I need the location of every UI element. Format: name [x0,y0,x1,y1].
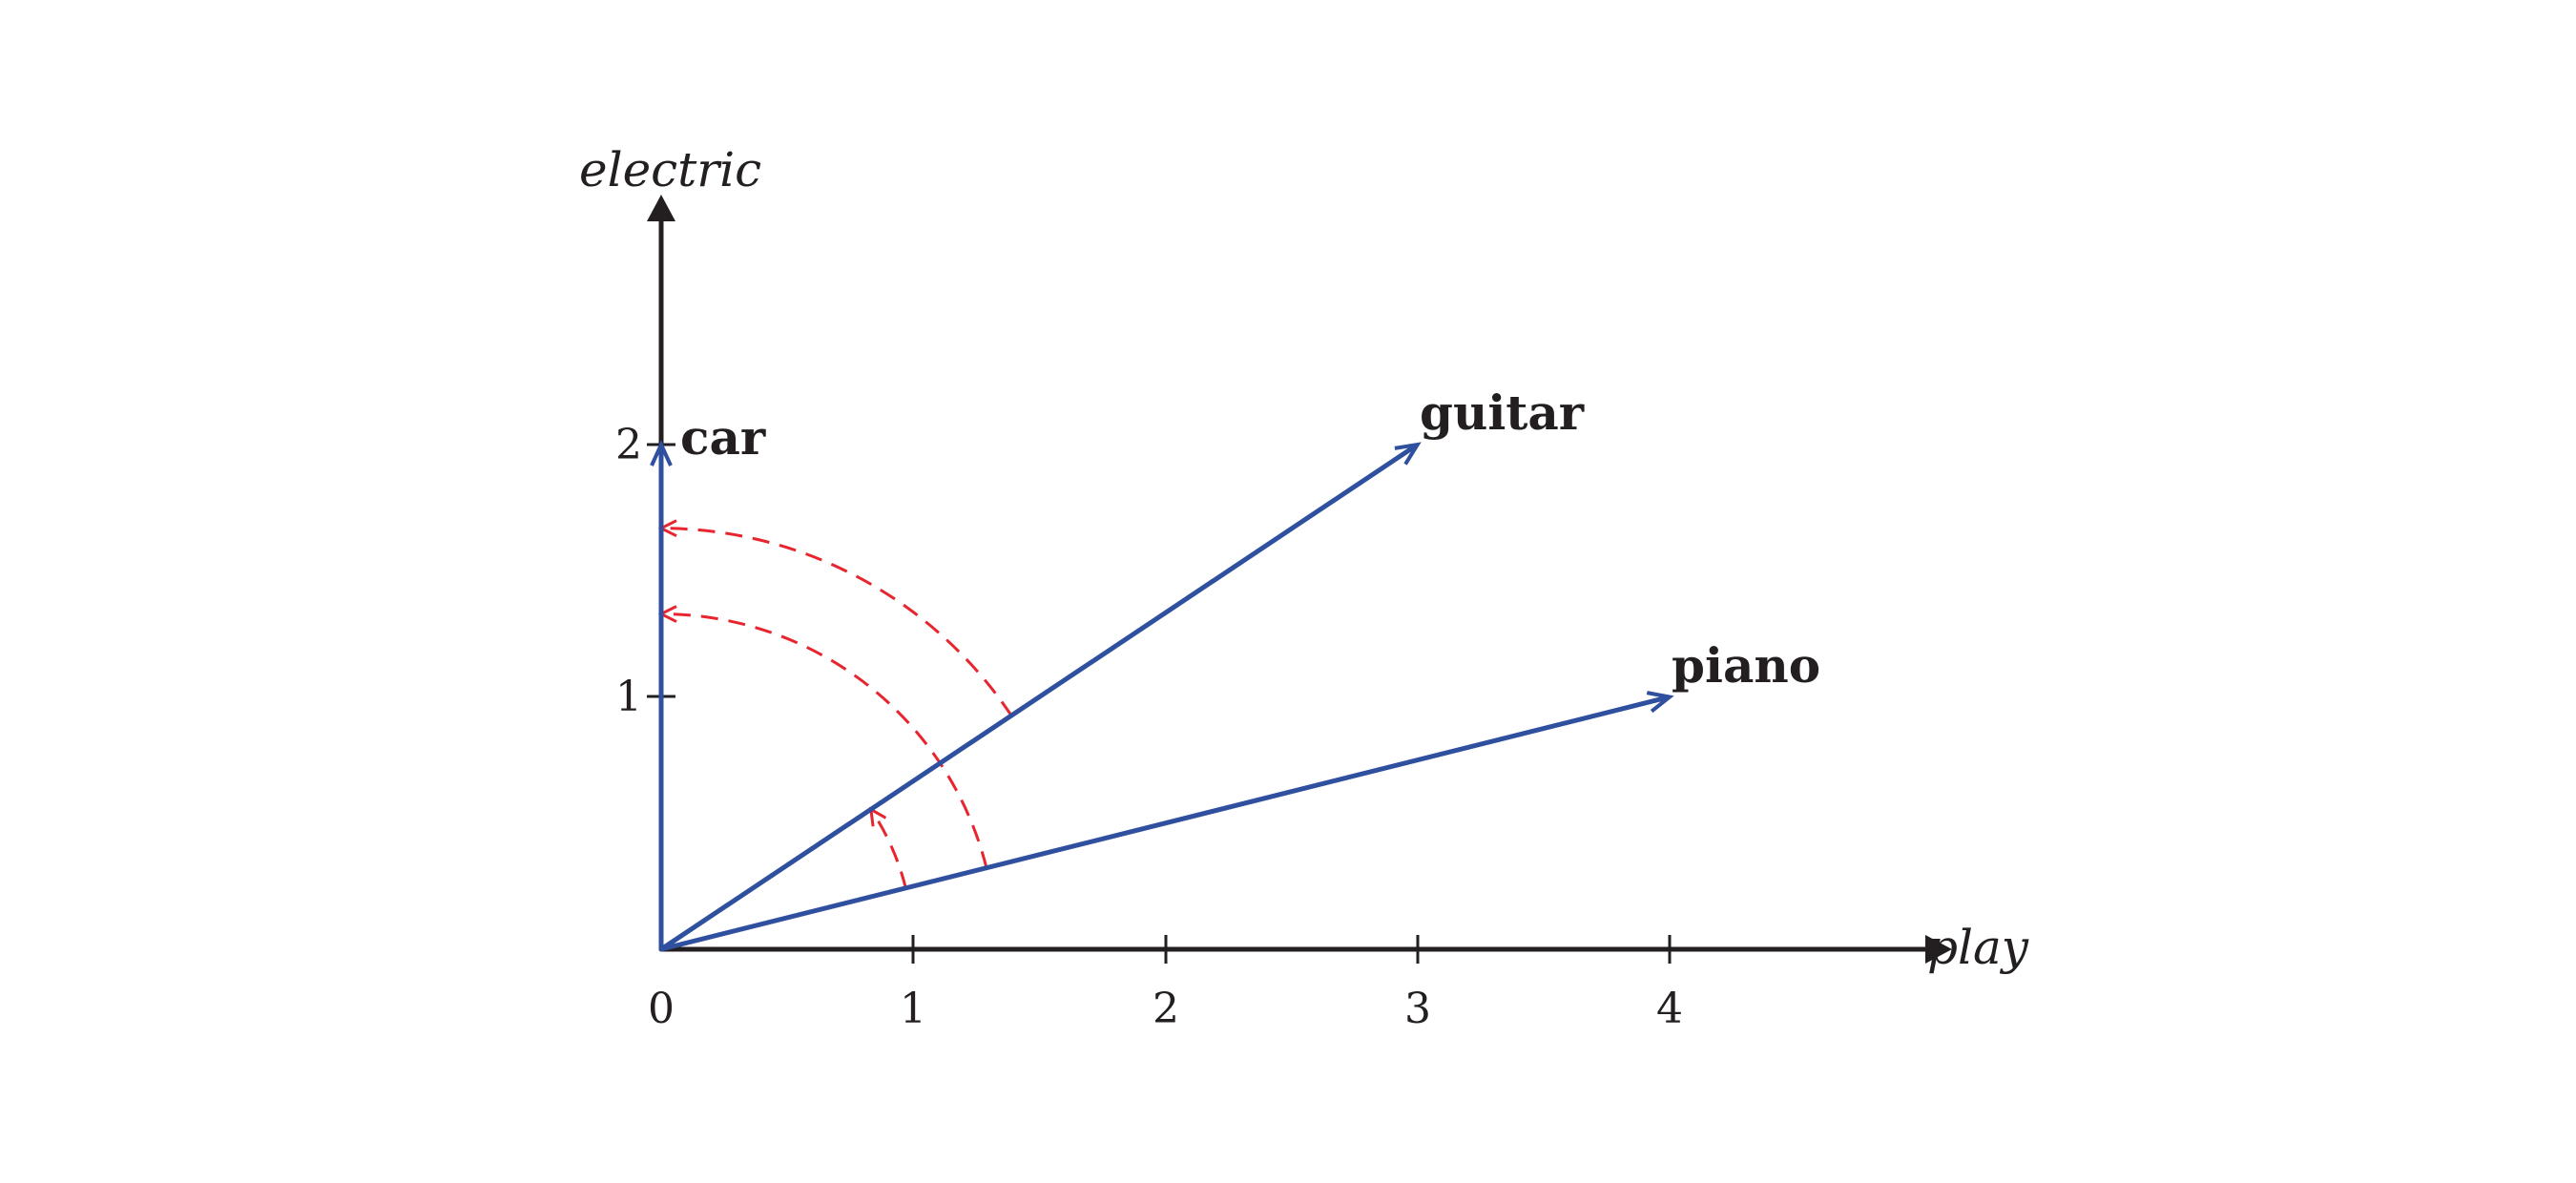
vector-piano [658,695,1669,952]
y-tick-label-1: 1 [615,673,642,721]
vector-piano-arrowhead [1646,691,1674,714]
vector-guitar [658,444,1417,952]
x-tick-label-4: 4 [1656,985,1683,1033]
angle-arc-piano-to-guitar [869,808,907,889]
vector-car-arrowhead [650,440,673,467]
vector-label-guitar: guitar [1420,384,1585,441]
y-tick-label-2: 2 [615,421,642,469]
x-axis-arrowhead [1925,935,1952,964]
vector-label-car: car [680,409,766,466]
y-ticks: 1 2 [615,421,675,721]
x-tick-label-0: 0 [648,985,675,1033]
y-axis-arrowhead [647,195,675,221]
angle-arc-guitar-to-car [660,527,1013,717]
x-axis-label: play [1927,920,2029,975]
x-tick-label-1: 1 [900,985,926,1033]
axes: play electric [579,142,2029,975]
vector-labels: car guitar piano [680,384,1820,694]
vector-label-piano: piano [1672,637,1820,694]
x-tick-label-3: 3 [1404,985,1431,1033]
vector-guitar-arrowhead [1394,442,1422,466]
vectors [650,440,1674,952]
angle-arc-piano-to-car [660,612,988,869]
y-axis-label: electric [579,142,761,197]
x-ticks: 0 1 2 3 4 [648,935,1683,1033]
x-tick-label-2: 2 [1153,985,1179,1033]
